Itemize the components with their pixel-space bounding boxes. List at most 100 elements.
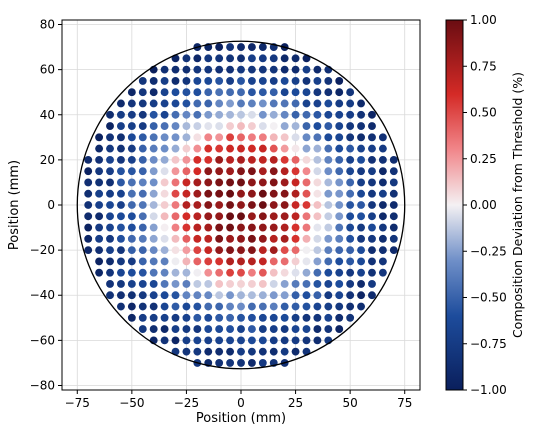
data-point bbox=[215, 201, 224, 209]
colorbar-tick-label: 1.00 bbox=[470, 13, 497, 27]
data-point bbox=[193, 302, 202, 311]
data-point bbox=[193, 110, 202, 119]
data-point bbox=[346, 201, 355, 209]
data-point bbox=[357, 268, 365, 277]
data-point bbox=[313, 122, 322, 130]
data-point bbox=[117, 223, 125, 232]
data-point bbox=[204, 201, 213, 209]
data-point bbox=[160, 99, 169, 108]
data-point bbox=[269, 189, 278, 198]
data-point bbox=[106, 291, 114, 300]
data-point bbox=[237, 268, 245, 277]
data-point bbox=[106, 246, 114, 255]
x-tick-label: 0 bbox=[237, 396, 245, 410]
data-point bbox=[160, 257, 169, 266]
data-point bbox=[215, 246, 224, 255]
data-point bbox=[226, 246, 235, 255]
data-point bbox=[215, 234, 224, 243]
data-point bbox=[280, 65, 289, 74]
data-point bbox=[215, 178, 224, 187]
data-point bbox=[182, 201, 191, 209]
data-point bbox=[258, 122, 267, 130]
data-point bbox=[302, 65, 311, 74]
colorbar bbox=[445, 19, 464, 391]
data-point bbox=[258, 359, 267, 367]
data-point bbox=[215, 313, 224, 322]
data-point bbox=[258, 257, 267, 266]
data-point bbox=[138, 144, 147, 153]
colorbar-tick-label: 0.50 bbox=[470, 106, 497, 120]
data-point bbox=[258, 234, 267, 243]
data-point bbox=[368, 167, 376, 176]
data-point bbox=[346, 155, 355, 164]
data-point bbox=[324, 133, 333, 142]
data-point bbox=[291, 178, 300, 187]
data-point bbox=[237, 155, 245, 164]
data-point bbox=[291, 99, 300, 108]
data-point bbox=[149, 246, 158, 255]
data-point bbox=[357, 234, 365, 243]
data-point bbox=[106, 167, 114, 176]
data-point bbox=[171, 336, 180, 345]
data-point bbox=[258, 110, 267, 119]
data-point bbox=[193, 291, 202, 300]
data-point bbox=[346, 110, 355, 119]
data-point bbox=[302, 110, 311, 119]
data-point bbox=[149, 201, 158, 209]
data-point bbox=[237, 65, 245, 74]
data-point bbox=[138, 167, 147, 176]
data-point bbox=[302, 223, 311, 232]
data-point bbox=[357, 99, 365, 108]
colorbar-tick-label: −0.25 bbox=[470, 244, 507, 258]
data-point bbox=[258, 347, 267, 356]
data-point bbox=[247, 336, 256, 345]
data-point bbox=[247, 280, 256, 288]
data-point bbox=[313, 201, 322, 209]
data-point bbox=[389, 167, 398, 176]
data-point bbox=[193, 54, 202, 63]
data-point bbox=[335, 201, 344, 209]
data-point bbox=[193, 347, 202, 356]
data-point bbox=[149, 212, 158, 221]
data-point bbox=[324, 223, 333, 232]
data-point bbox=[106, 110, 114, 119]
data-point bbox=[226, 201, 235, 209]
x-axis-label: Position (mm) bbox=[196, 411, 286, 426]
data-point bbox=[258, 313, 267, 322]
colorbar-label: Composition Deviation from Threshold (%) bbox=[510, 72, 525, 338]
data-point bbox=[247, 110, 256, 119]
data-point bbox=[291, 257, 300, 266]
data-point bbox=[368, 201, 376, 209]
data-point bbox=[378, 268, 387, 277]
data-point bbox=[182, 234, 191, 243]
data-point bbox=[182, 336, 191, 345]
data-point bbox=[357, 110, 365, 119]
data-point bbox=[368, 189, 376, 198]
data-point bbox=[95, 257, 104, 266]
data-point bbox=[269, 212, 278, 221]
data-point bbox=[269, 302, 278, 311]
data-point bbox=[357, 223, 365, 232]
data-point bbox=[378, 223, 387, 232]
data-point bbox=[237, 359, 245, 367]
data-point bbox=[368, 122, 376, 130]
data-point bbox=[302, 212, 311, 221]
data-point bbox=[204, 167, 213, 176]
data-point bbox=[171, 257, 180, 266]
data-point bbox=[171, 212, 180, 221]
data-point bbox=[182, 155, 191, 164]
data-point bbox=[160, 325, 169, 334]
colorbar-tick-label: −0.75 bbox=[470, 337, 507, 351]
data-point bbox=[269, 313, 278, 322]
data-point bbox=[291, 167, 300, 176]
data-point bbox=[127, 189, 136, 198]
data-point bbox=[182, 88, 191, 97]
data-point bbox=[324, 144, 333, 153]
data-point bbox=[127, 133, 136, 142]
data-point bbox=[171, 133, 180, 142]
data-point bbox=[138, 268, 147, 277]
data-point bbox=[237, 291, 245, 300]
data-point bbox=[237, 133, 245, 142]
